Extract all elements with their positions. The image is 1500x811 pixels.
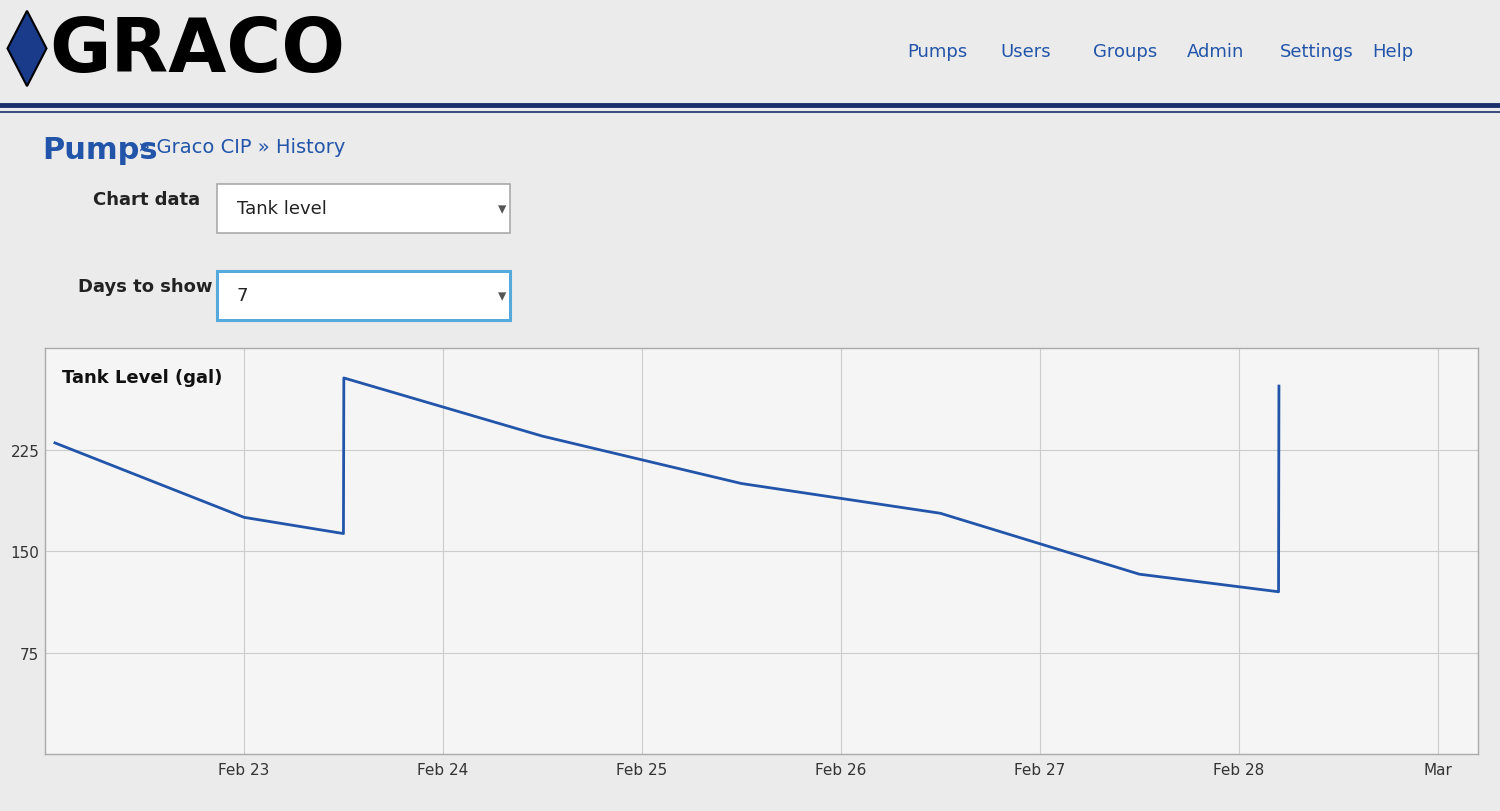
- Text: » Graco CIP » History: » Graco CIP » History: [132, 138, 345, 157]
- Text: Groups: Groups: [1094, 43, 1158, 61]
- Text: Tank level: Tank level: [237, 200, 327, 218]
- FancyBboxPatch shape: [217, 185, 510, 234]
- Text: ▾: ▾: [498, 200, 507, 218]
- Text: Chart data: Chart data: [93, 191, 200, 209]
- Text: Pumps: Pumps: [908, 43, 968, 61]
- Text: Admin: Admin: [1186, 43, 1244, 61]
- Text: 7: 7: [237, 287, 249, 305]
- Text: Days to show: Days to show: [78, 278, 213, 296]
- Text: GRACO: GRACO: [50, 15, 345, 88]
- Polygon shape: [8, 11, 46, 87]
- Text: Help: Help: [1372, 43, 1413, 61]
- Text: Users: Users: [1000, 43, 1051, 61]
- Text: Settings: Settings: [1280, 43, 1353, 61]
- Text: Tank Level (gal): Tank Level (gal): [62, 369, 222, 387]
- Text: ▾: ▾: [498, 287, 507, 305]
- FancyBboxPatch shape: [217, 272, 510, 320]
- Text: Pumps: Pumps: [42, 135, 158, 165]
